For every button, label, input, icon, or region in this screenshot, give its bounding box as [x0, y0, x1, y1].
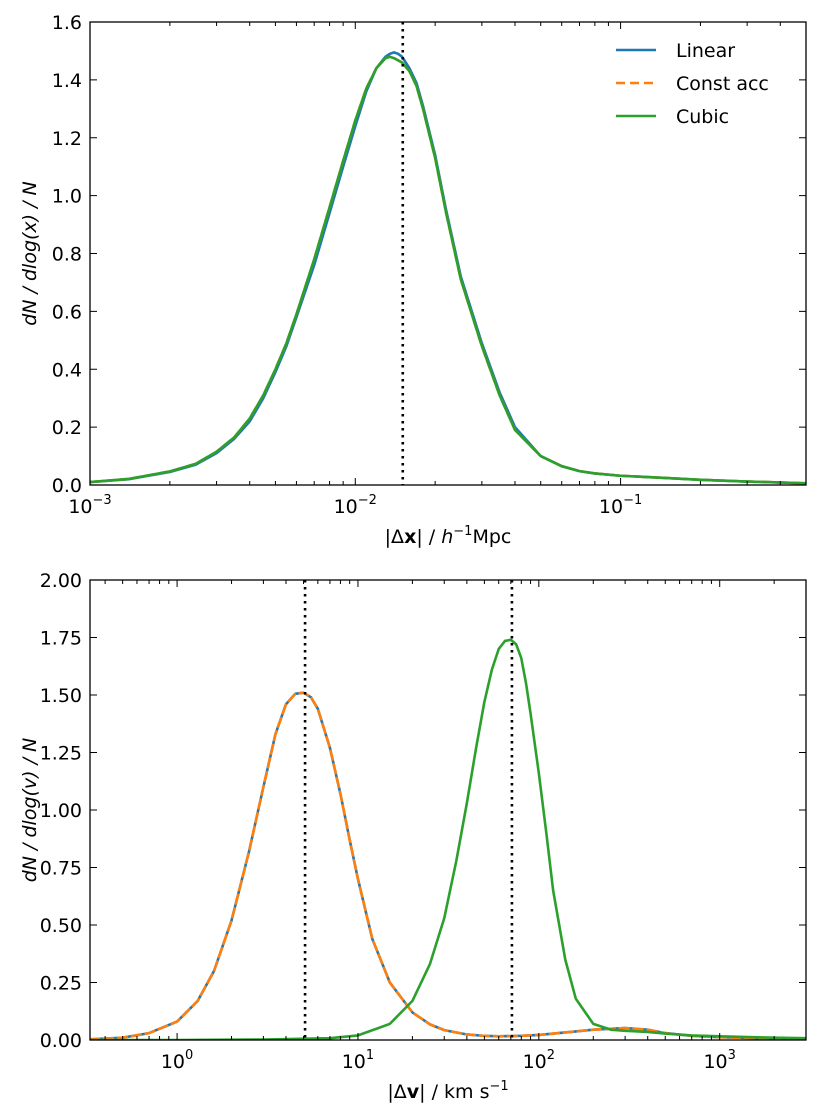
position-y-tick-label: 1.6: [52, 12, 82, 34]
velocity-y-tick-label: 0.50: [40, 915, 82, 937]
velocity-x-axis-label: |Δv| / km s−1: [387, 1079, 508, 1103]
position-x-tick-label: 10−2: [334, 493, 377, 518]
velocity-x-tick-label: 101: [342, 1048, 374, 1073]
position-y-tick-label: 1.0: [52, 186, 82, 208]
position-y-tick-label: 0.4: [52, 359, 82, 381]
velocity-y-tick-label: 1.75: [40, 628, 82, 650]
position-y-tick-label: 0.0: [52, 475, 82, 497]
position-y-tick-label: 1.2: [52, 128, 82, 150]
position-x-tick-label: 10−3: [68, 493, 111, 518]
position-series-cubic: [90, 55, 806, 485]
position-x-tick-label: 10−1: [599, 493, 642, 518]
velocity-series: [90, 638, 806, 1040]
position-y-tick-label: 0.8: [52, 244, 82, 266]
legend-label-const-acc: Const acc: [676, 73, 769, 95]
velocity-y-tick-label: 0.75: [40, 858, 82, 880]
legend: Linear Const acc Cubic: [616, 40, 769, 128]
velocity-y-tick-label: 1.50: [40, 685, 82, 707]
velocity-series-const-acc: [90, 691, 806, 1040]
position-y-tick-label: 0.2: [52, 417, 82, 439]
velocity-y-tick-label: 0.25: [40, 973, 82, 995]
velocity-x-tick-label: 100: [161, 1048, 193, 1073]
position-series: [90, 51, 806, 485]
velocity-y-tick-label: 0.00: [40, 1030, 82, 1052]
position-y-tick-label: 1.4: [52, 70, 82, 92]
velocity-panel: 100 101 102 103 0.00 0.25 0.50 0.75 1.00 1.25 1.5…: [19, 570, 807, 1103]
legend-label-linear: Linear: [676, 40, 735, 62]
velocity-y-tick-label: 1.25: [40, 743, 82, 765]
position-x-ticks: 10−3 10−2 10−1: [68, 22, 807, 518]
velocity-series-linear: [90, 691, 806, 1040]
velocity-reference-lines: [303, 580, 514, 1040]
velocity-y-axis-label: dN / dlog(v) / N: [19, 738, 41, 883]
position-y-tick-label: 0.6: [52, 301, 82, 323]
velocity-x-ticks: 100 101 102 103: [104, 580, 807, 1073]
position-y-axis-label: dN / dlog(x) / N: [19, 181, 41, 326]
velocity-y-tick-label: 2.00: [40, 570, 82, 592]
position-panel: 10−3 10−2 10−1 0.0 0.2 0.4 0.6 0.8 1.0 1.2 1.4 1.6…: [19, 12, 807, 548]
velocity-x-tick-label: 103: [703, 1048, 735, 1073]
velocity-plot-frame: [89, 579, 807, 1041]
legend-label-cubic: Cubic: [676, 106, 729, 128]
velocity-y-ticks: 0.00 0.25 0.50 0.75 1.00 1.25 1.50 1.75 2.00: [40, 570, 806, 1052]
velocity-series-cubic: [90, 638, 806, 1040]
position-x-axis-label: |Δx| / h−1Mpc: [385, 524, 512, 548]
velocity-y-tick-label: 1.00: [40, 800, 82, 822]
velocity-x-tick-label: 102: [523, 1048, 555, 1073]
position-y-ticks: 0.0 0.2 0.4 0.6 0.8 1.0 1.2 1.4 1.6: [52, 12, 806, 497]
